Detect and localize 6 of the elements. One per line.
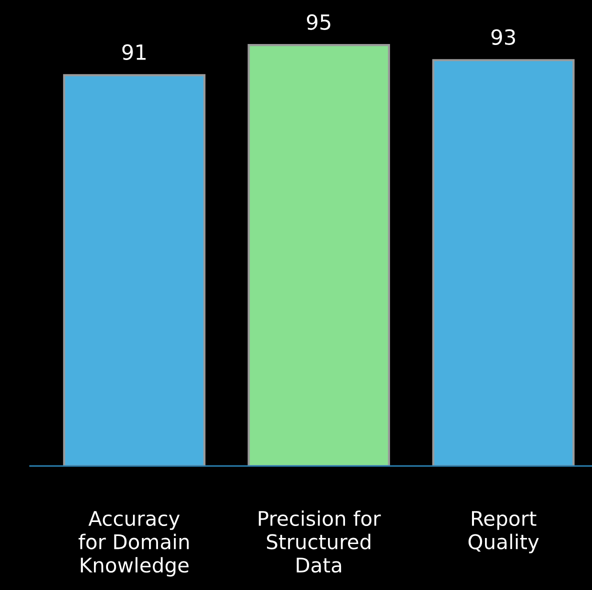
x-tick-label: Precision for Structured Data — [258, 510, 381, 573]
x-tick-label: Report Quality — [468, 511, 539, 554]
x-tick-label: Accuracy for Domain Knowledge — [78, 511, 189, 577]
data-label: 95 — [306, 14, 330, 30]
data-label: 91 — [122, 44, 146, 60]
data-label: 93 — [491, 29, 515, 45]
